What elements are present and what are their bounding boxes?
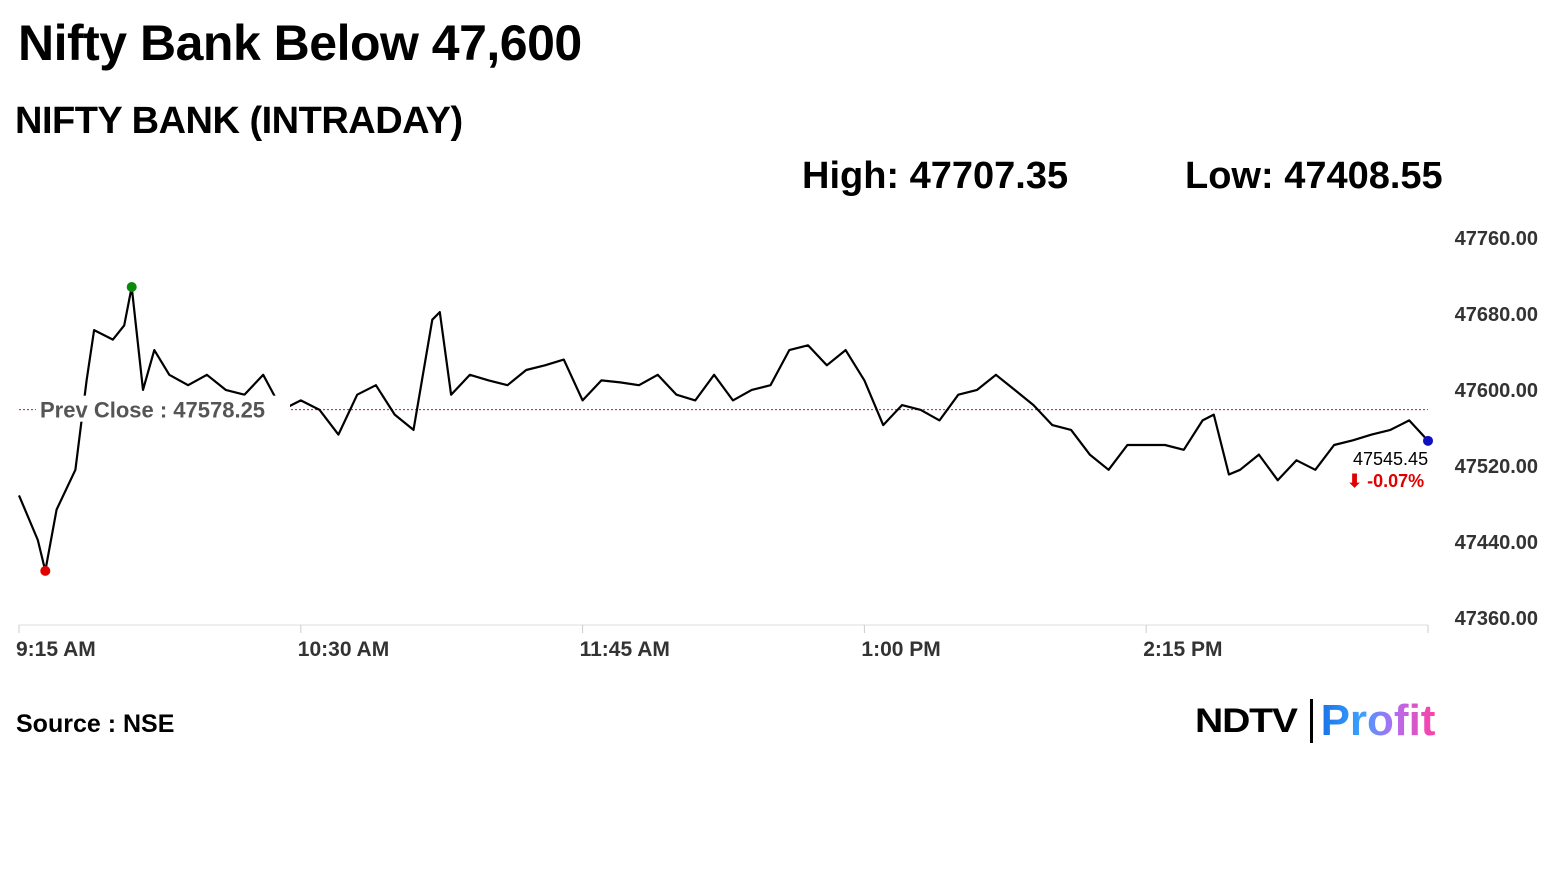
ndtv-profit-logo: NDTV Profit: [1195, 696, 1435, 746]
logo-separator: [1309, 699, 1313, 743]
low-value: Low: 47408.55: [1185, 155, 1443, 197]
x-tick-label: 9:15 AM: [16, 638, 96, 661]
y-tick-label: 47440.00: [1455, 532, 1538, 554]
last-price-label: 47545.45: [1353, 449, 1428, 469]
y-tick-label: 47360.00: [1455, 608, 1538, 630]
logo-profit: Profit: [1320, 696, 1436, 745]
logo-ndtv: NDTV: [1195, 701, 1298, 740]
high-value: High: 47707.35: [802, 155, 1069, 197]
y-tick-label: 47680.00: [1455, 304, 1538, 326]
y-tick-label: 47760.00: [1455, 228, 1538, 250]
y-tick-label: 47520.00: [1455, 456, 1538, 478]
prev-close-label-bg: [36, 395, 290, 422]
x-tick-label: 1:00 PM: [861, 638, 940, 661]
intraday-chart: 47760.00 47680.00 47600.00 47520.00 47440.00…: [16, 228, 1538, 661]
x-tick-label: 10:30 AM: [298, 638, 389, 661]
low-point-marker: [40, 565, 51, 576]
y-tick-label: 47600.00: [1455, 380, 1538, 402]
prev-close-label: Prev Close : 47578.25: [40, 398, 265, 423]
x-tick-label: 2:15 PM: [1143, 638, 1222, 661]
change-percent-label: ⬇ -0.07%: [1347, 471, 1424, 491]
page-title: Nifty Bank Below 47,600: [18, 15, 582, 71]
last-point-marker: [1423, 435, 1433, 446]
price-line: [17, 285, 1429, 572]
chart-subtitle: NIFTY BANK (INTRADAY): [15, 100, 463, 142]
high-point-marker: [126, 282, 137, 293]
x-tick-label: 11:45 AM: [580, 638, 670, 661]
source-label: Source : NSE: [16, 710, 175, 738]
